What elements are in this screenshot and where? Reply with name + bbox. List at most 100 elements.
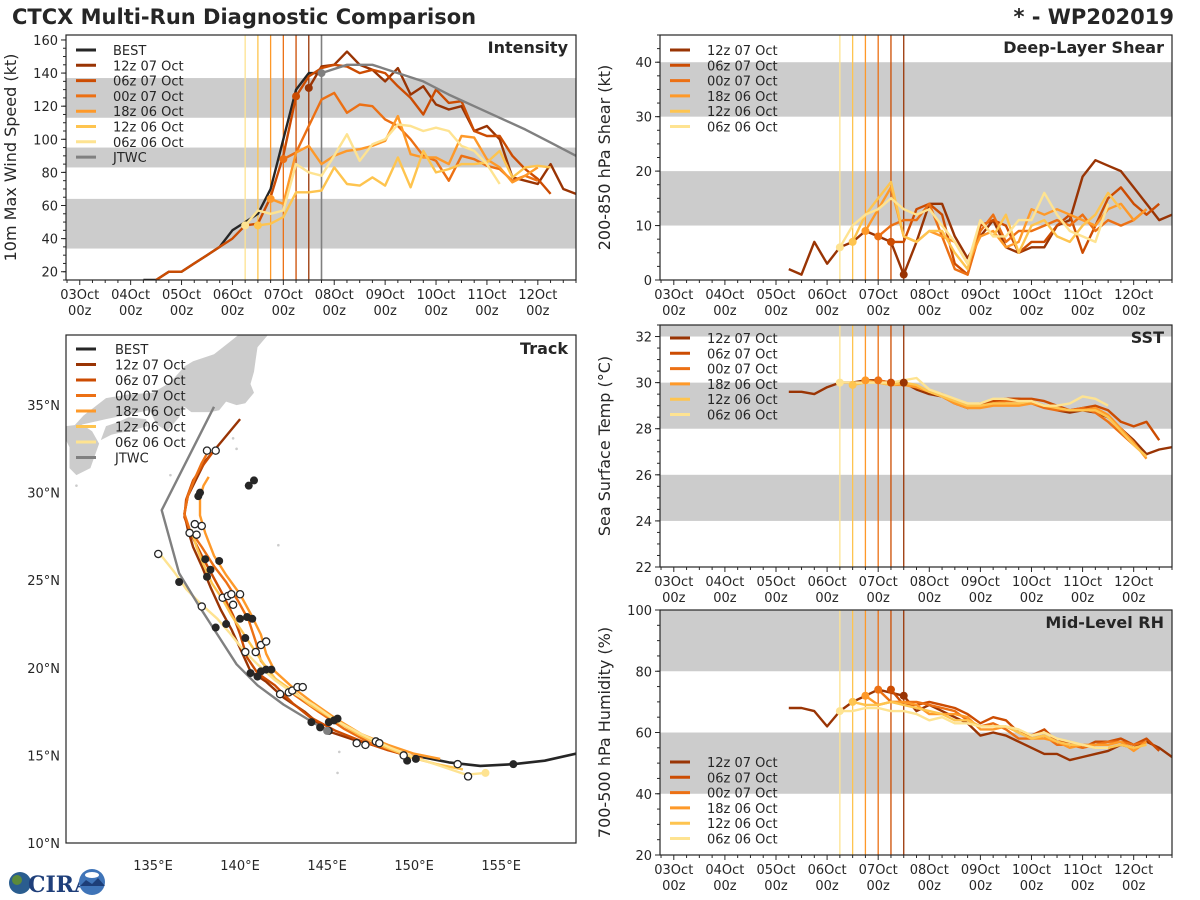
track-marker-filled [249,476,258,485]
land-kyushu [66,424,100,476]
track-marker-filled [175,577,184,586]
legend-label: 12z 06 Oct [115,421,186,436]
init-marker [266,194,275,203]
track-marker-open [251,647,260,657]
legend-label: 12z 07 Oct [707,756,778,771]
x-tick-label: 00z [969,879,993,894]
track-line-06z-06-oct [159,553,486,776]
globe-land-icon [12,875,22,885]
land-shikoku [100,417,148,441]
track-marker-open [275,689,285,699]
x-tick-label: 12Oct [1114,288,1153,303]
x-tick-label: 00z [1122,304,1146,319]
y-tick-label: 30 [635,377,652,392]
track-marker-open [352,738,361,748]
track-marker-open [241,647,250,657]
init-marker [835,243,844,252]
legend-label: JTWC [114,452,149,467]
x-tick-label: 04Oct [705,863,744,878]
x-tick-label: 07Oct [859,288,898,303]
panel-intensity: 2040608010012014016003Oct00z04Oct00z05Oc… [1,34,577,319]
x-tick-label: 08Oct [315,288,354,303]
legend-label: 00z 07 Oct [115,390,186,405]
legend-label: 12z 07 Oct [707,44,778,59]
legend-label: 00z 07 Oct [113,90,184,105]
x-tick-label: 00z [1122,879,1146,894]
x-tick-label: 00z [662,591,686,606]
legend-label: 00z 07 Oct [707,363,778,378]
legend-label: 06z 07 Oct [115,374,186,389]
x-tick-label: 00z [815,304,839,319]
track-marker-filled [202,572,211,581]
x-tick-label: 10Oct [417,288,456,303]
track-marker-filled [244,481,253,490]
x-tick-label: 00z [764,304,788,319]
lat-tick-label: 20°N [27,662,60,677]
cloud-icon [85,872,99,878]
x-tick-label: 00z [713,591,737,606]
track-marker-open [197,602,207,611]
track-marker-filled [333,714,342,723]
island [169,473,172,477]
x-tick-label: 08Oct [910,288,949,303]
init-marker [886,378,895,387]
panel-track: 10°N 15°N 20°N 25°N 30°N 35°N 135°E 140°E 145°E 1… [27,334,577,874]
track-marker-open [211,446,220,455]
init-marker [848,697,857,706]
y-tick-label: 80 [635,665,652,680]
y-tick-label: 30 [635,111,652,126]
x-tick-label: 04Oct [705,575,744,590]
track-marker-open [202,446,212,455]
init-marker [292,92,301,101]
track-marker-filled [316,723,325,732]
series-line-18z-06-oct [865,379,1148,460]
x-tick-label: 04Oct [111,288,150,303]
x-tick-label: 00z [662,879,686,894]
y-axis-label: 10m Max Wind Speed (kt) [1,54,20,262]
y-tick-label: 26 [635,469,652,484]
legend-label: 06z 07 Oct [707,771,778,786]
y-axis-label: Sea Surface Temp (°C) [595,356,614,536]
x-tick-label: 00z [119,304,143,319]
main-title: CTCX Multi-Run Diagnostic Comparison [12,5,477,29]
track-marker-open [235,590,245,599]
x-tick-label: 10Oct [1012,288,1051,303]
track-marker-filled [241,634,250,643]
legend-label: 06z 06 Oct [707,121,778,136]
series-line-12z-06-oct [257,149,551,227]
y-tick-label: 32 [635,331,652,346]
plot-area [660,35,1172,280]
track-marker-init [323,726,332,735]
threshold-band [660,610,1172,672]
panel-title: Mid-Level RH [1045,613,1164,632]
legend-label: 12z 06 Oct [707,817,778,832]
init-marker [874,685,883,694]
legend-label: 06z 06 Oct [115,436,186,451]
panel-title: Intensity [488,38,569,57]
legend-label: 00z 07 Oct [707,75,778,90]
panel-shear: 01020304003Oct00z04Oct00z05Oct00z06Oct00… [595,34,1173,319]
x-tick-label: 00z [764,879,788,894]
x-tick-label: 00z [713,304,737,319]
series-line-06z-07-oct [891,186,1160,276]
track-marker-filled [194,492,203,501]
series-line-06z-06-oct [839,376,1109,407]
legend-label: 00z 07 Oct [707,787,778,802]
x-tick-label: 10Oct [1012,575,1051,590]
x-tick-label: 00z [1020,304,1044,319]
threshold-band [660,732,1172,794]
track-line-00z-07-oct [183,450,424,761]
axes-frame [65,334,577,844]
track-marker-filled [201,555,210,564]
series-line-06z-07-oct [890,688,1161,752]
x-tick-label: 05Oct [162,288,201,303]
track-marker-open [361,740,370,750]
legend-label: 12z 07 Oct [115,359,186,374]
plot-area [660,325,1172,567]
y-axis-label: 700-500 hPa Humidity (%) [595,627,614,838]
legend-label: 18z 06 Oct [113,105,184,120]
track-marker-filled [509,760,518,769]
series-line-06z-07-oct [155,63,552,280]
lon-tick-label: 135°E [133,859,173,874]
